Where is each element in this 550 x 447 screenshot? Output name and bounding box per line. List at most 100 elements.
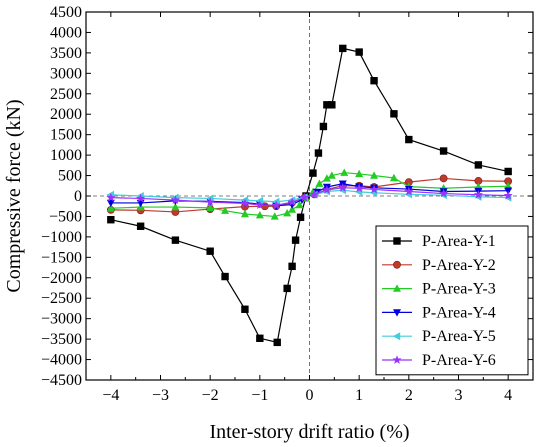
- y-tick-label: 1500: [50, 127, 82, 144]
- legend-item: P-Area-Y-6: [382, 352, 496, 369]
- axes: −4 −3 −2 −1 0 1 2 3 4 −4500 −4000 −3500 −3000 −2500 −2…: [41, 4, 534, 404]
- y-tick-label: −2000: [41, 270, 82, 287]
- legend-label: P-Area-Y-5: [422, 328, 496, 345]
- data-point: [256, 334, 264, 342]
- data-point: [309, 189, 320, 199]
- y-tick-label: 3500: [50, 45, 82, 62]
- y-tick-label: −4000: [41, 352, 82, 369]
- data-point: [205, 194, 214, 203]
- data-point: [439, 188, 449, 198]
- y-tick-label: 2000: [50, 106, 82, 123]
- data-point: [206, 247, 214, 255]
- data-point: [504, 167, 512, 176]
- data-point: [291, 236, 300, 244]
- data-point: [405, 135, 413, 144]
- data-point: [287, 197, 297, 207]
- y-tick-label: 1000: [50, 147, 82, 164]
- data-point: [296, 213, 305, 221]
- data-point: [295, 200, 304, 209]
- y-tick-label: 4500: [50, 4, 82, 21]
- data-point: [271, 200, 281, 210]
- y-tick-label: 4000: [50, 24, 82, 41]
- data-point: [206, 203, 215, 212]
- data-point: [369, 184, 379, 194]
- x-tick-label: −3: [152, 387, 169, 404]
- data-point: [327, 171, 336, 179]
- data-point: [393, 260, 401, 269]
- legend-label: P-Area-Y-2: [422, 257, 496, 274]
- data-point: [393, 309, 401, 317]
- data-point: [288, 205, 297, 213]
- legend-label: P-Area-Y-6: [422, 352, 496, 369]
- data-point: [339, 44, 347, 53]
- data-point: [136, 222, 145, 230]
- x-tick-label: 2: [405, 387, 413, 404]
- data-point: [474, 161, 483, 169]
- legend-box: [375, 225, 529, 376]
- series-line: [110, 47, 509, 344]
- data-point: [328, 101, 336, 109]
- y-tick-label: 0: [74, 188, 82, 205]
- x-tick-label: 4: [504, 387, 512, 404]
- data-point: [171, 202, 180, 211]
- x-axis-title: Inter-story drift ratio (%): [209, 421, 409, 443]
- legend-item: P-Area-Y-2: [382, 257, 496, 274]
- data-point: [240, 209, 249, 218]
- y-tick-label: −4500: [41, 372, 82, 389]
- chart-marks: [106, 44, 513, 347]
- legend-item: P-Area-Y-1: [382, 233, 496, 250]
- data-point: [106, 204, 115, 212]
- data-point: [473, 189, 483, 199]
- data-point: [136, 193, 146, 203]
- data-point: [171, 236, 180, 244]
- x-tick-label: 3: [455, 387, 463, 404]
- data-point: [404, 186, 414, 196]
- data-point: [392, 332, 401, 341]
- data-point: [107, 216, 115, 224]
- y-tick-label: −1000: [41, 229, 82, 246]
- y-tick-label: −2500: [41, 290, 82, 307]
- y-axis-title: Compressive force (kN): [3, 99, 25, 292]
- y-tick-label: −3500: [41, 331, 82, 348]
- data-point: [241, 305, 249, 313]
- x-tick-label: 0: [306, 387, 314, 404]
- data-point: [283, 208, 292, 217]
- data-point: [314, 149, 323, 157]
- data-point: [255, 211, 264, 219]
- data-point: [355, 169, 364, 178]
- data-point: [439, 147, 448, 155]
- legend-item: P-Area-Y-3: [382, 281, 496, 298]
- data-point: [319, 122, 328, 131]
- x-tick-label: −1: [251, 387, 268, 404]
- y-tick-label: −3000: [41, 311, 82, 328]
- data-point: [106, 199, 115, 208]
- data-point: [283, 284, 291, 293]
- x-tick-label: −2: [202, 387, 219, 404]
- data-point: [355, 48, 363, 56]
- data-point: [338, 183, 348, 192]
- data-point: [503, 190, 513, 200]
- data-point: [270, 212, 279, 220]
- data-point: [315, 179, 324, 187]
- legend-label: P-Area-Y-4: [422, 304, 496, 321]
- legend-label: P-Area-Y-3: [422, 281, 496, 298]
- x-tick-label: 1: [355, 387, 363, 404]
- data-point: [221, 272, 229, 281]
- legend-label: P-Area-Y-1: [422, 233, 496, 250]
- data-point: [273, 338, 281, 347]
- series-6: [106, 183, 513, 210]
- data-point: [106, 192, 116, 202]
- y-tick-label: 2500: [50, 86, 82, 103]
- y-tick-label: −1500: [41, 249, 82, 266]
- legend-item: P-Area-Y-4: [382, 304, 496, 321]
- y-tick-label: −500: [49, 208, 82, 225]
- data-point: [205, 197, 215, 207]
- y-tick-label: 500: [58, 168, 82, 185]
- data-point: [272, 197, 280, 206]
- data-point: [392, 355, 402, 364]
- data-point: [393, 284, 401, 292]
- data-point: [390, 110, 398, 118]
- data-point: [170, 195, 180, 204]
- data-point: [439, 174, 448, 183]
